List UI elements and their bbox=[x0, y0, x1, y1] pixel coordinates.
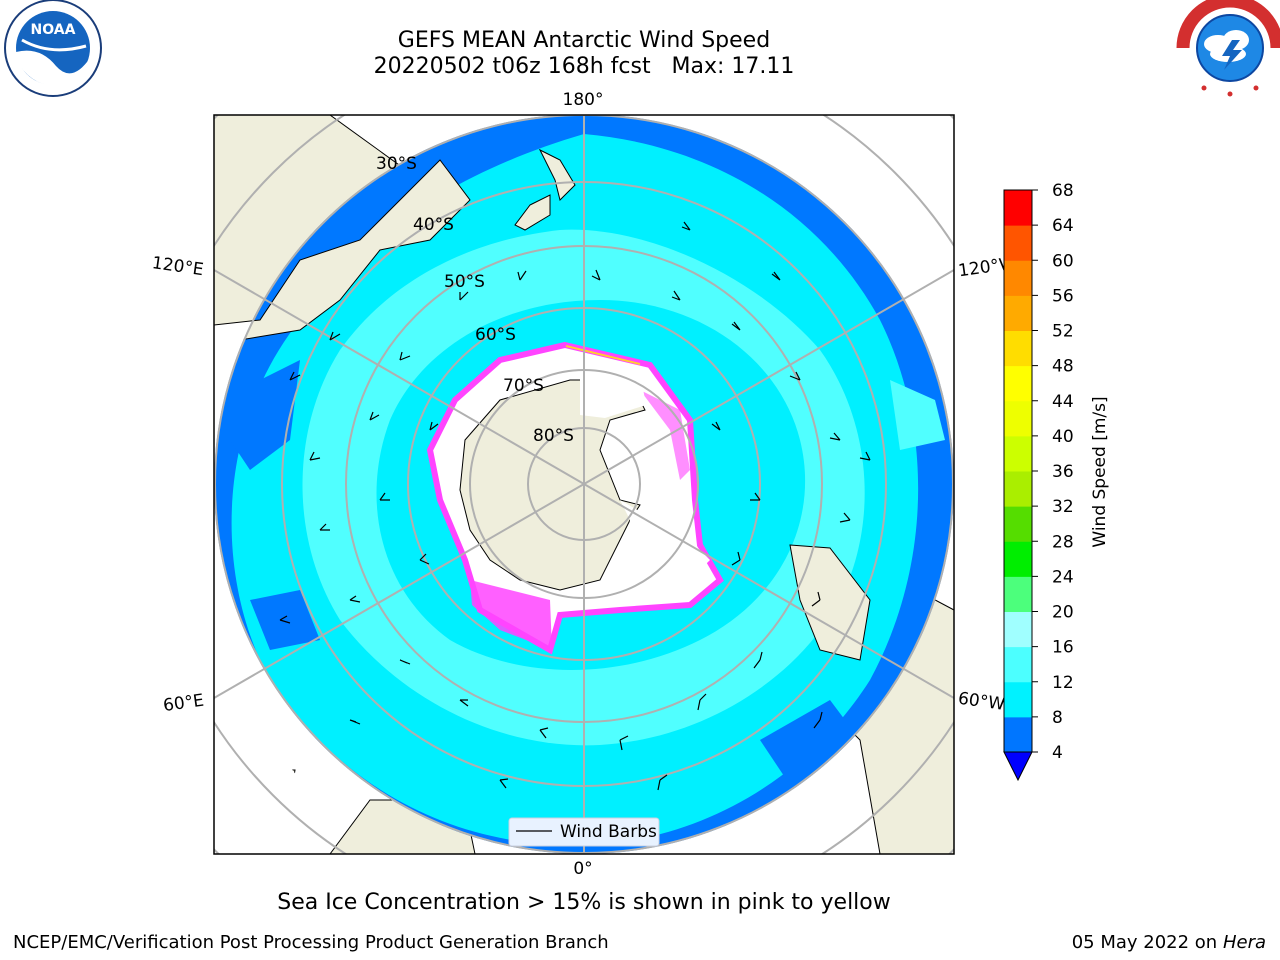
colorbar-segment bbox=[1004, 435, 1032, 472]
colorbar-segment bbox=[1004, 225, 1032, 261]
colorbar-tick-label: 32 bbox=[1052, 497, 1074, 517]
colorbar: Wind Speed [m/s] 48121620242832364044485… bbox=[1003, 181, 1110, 782]
lat-label-80s: 80°S bbox=[533, 426, 574, 446]
map-subtitle: 20220502 t06z 168h fcst Max: 17.11 bbox=[373, 54, 795, 79]
colorbar-tick-label: 28 bbox=[1052, 532, 1074, 552]
colorbar-tick-label: 36 bbox=[1052, 462, 1074, 482]
footer-date: 05 May 2022 on Hera bbox=[1071, 932, 1266, 953]
sea-ice-caption: Sea Ice Concentration > 15% is shown in … bbox=[277, 890, 891, 915]
colorbar-segment bbox=[1004, 541, 1032, 577]
colorbar-segment bbox=[1004, 611, 1032, 648]
colorbar-segment bbox=[1004, 365, 1032, 402]
map-frame bbox=[213, 114, 955, 855]
colorbar-segment bbox=[1004, 576, 1032, 612]
colorbar-segment bbox=[1004, 400, 1032, 437]
colorbar-tick-label: 48 bbox=[1052, 357, 1074, 377]
colorbar-tick-label: 40 bbox=[1052, 427, 1074, 447]
noaa-logo-icon: NOAA bbox=[4, 0, 102, 97]
colorbar-tick-label: 68 bbox=[1052, 181, 1074, 201]
svg-text:NOAA: NOAA bbox=[31, 22, 76, 38]
colorbar-tick-label: 44 bbox=[1052, 392, 1074, 412]
colorbar-under-arrow bbox=[1003, 751, 1033, 782]
colorbar-segment bbox=[1004, 471, 1032, 507]
colorbar-label: Wind Speed [m/s] bbox=[1090, 396, 1110, 547]
colorbar-segment bbox=[1004, 260, 1032, 296]
lat-label-50s: 50°S bbox=[444, 272, 485, 292]
map-title: GEFS MEAN Antarctic Wind Speed bbox=[397, 28, 771, 53]
lon-label-left-lower: 60°E bbox=[162, 691, 205, 716]
colorbar-segment bbox=[1004, 716, 1032, 753]
wind-barbs bbox=[279, 221, 871, 791]
colorbar-tick-label: 56 bbox=[1052, 286, 1074, 306]
lon-label-right-lower: 60°W bbox=[957, 689, 1006, 715]
map-legend: Wind Barbs bbox=[508, 817, 660, 847]
lon-label-bottom: 0° bbox=[573, 859, 592, 879]
colorbar-tick-label: 4 bbox=[1052, 743, 1063, 763]
colorbar-tick-label: 64 bbox=[1052, 216, 1074, 236]
colorbar-tick-label: 20 bbox=[1052, 603, 1074, 623]
colorbar-tick-label: 12 bbox=[1052, 673, 1074, 693]
colorbar-segment bbox=[1004, 506, 1032, 542]
lon-label-top: 180° bbox=[563, 90, 604, 110]
colorbar-tick-label: 8 bbox=[1052, 708, 1063, 728]
lon-label-left-upper: 120°E bbox=[151, 253, 205, 280]
colorbar-segment bbox=[1004, 330, 1032, 367]
colorbar-tick-label: 24 bbox=[1052, 567, 1074, 587]
lat-label-70s: 70°S bbox=[503, 376, 544, 396]
colorbar-tick-label: 16 bbox=[1052, 638, 1074, 658]
nws-logo-icon bbox=[1176, 0, 1280, 97]
colorbar-segment bbox=[1004, 681, 1032, 718]
lat-label-30s: 30°S bbox=[376, 154, 417, 174]
map-area bbox=[214, 115, 954, 854]
svg-text:Wind Barbs: Wind Barbs bbox=[560, 822, 657, 842]
colorbar-segment bbox=[1004, 190, 1032, 226]
footer-credit: NCEP/EMC/Verification Post Processing Pr… bbox=[13, 932, 609, 953]
colorbar-segment bbox=[1004, 646, 1032, 683]
lat-label-60s: 60°S bbox=[475, 325, 516, 345]
colorbar-tick-label: 52 bbox=[1052, 322, 1074, 342]
footer-machine: Hera bbox=[1222, 932, 1266, 953]
colorbar-tick-label: 60 bbox=[1052, 251, 1074, 271]
lat-label-40s: 40°S bbox=[413, 215, 454, 235]
graticule bbox=[214, 115, 954, 854]
colorbar-segment bbox=[1004, 295, 1032, 331]
